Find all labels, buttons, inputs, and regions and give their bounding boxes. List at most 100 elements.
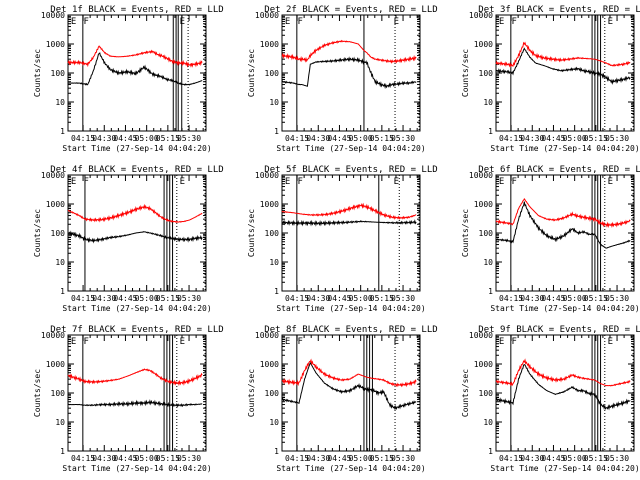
x-tick-label: 04:30 [520,294,544,303]
x-tick-label: 05:30 [391,454,415,463]
x-tick-label: 04:15 [499,134,523,143]
interval-marker: F [84,177,89,187]
x-tick-label: 04:15 [71,134,95,143]
interval-marker: E [71,337,76,347]
x-tick-label: 04:45 [327,454,351,463]
panel-det-8: Det 8f BLACK = Events, RED = LLD 1 10 100 10… [247,325,438,473]
plot-frame [495,334,635,452]
x-tick-label: 05:00 [563,294,587,303]
x-tick-label: 04:45 [541,454,565,463]
x-tick-label: 04:30 [92,294,116,303]
y-tick-label: 1000 [260,40,279,49]
x-tick-label: 05:30 [391,134,415,143]
panel-title: Det 2f BLACK = Events, RED = LLD [264,5,437,15]
interval-marker: F [512,337,517,347]
interval-marker: E [608,337,613,347]
interval-marker: E [180,177,185,187]
x-axis-label: Start Time (27-Sep-14 04:04:20) [490,144,639,153]
lld-series-line [67,45,203,68]
x-tick-label: 05:30 [177,134,201,143]
interval-marker: F [298,17,303,27]
y-tick-label: 1000 [46,200,65,209]
x-tick-label: 04:30 [306,294,330,303]
y-tick-label: 1000 [46,40,65,49]
interval-marker: E [499,177,504,187]
interval-marker: E [394,177,399,187]
x-tick-label: 05:30 [177,454,201,463]
y-tick-label: 1 [60,287,65,296]
x-tick-label: 04:15 [499,294,523,303]
interval-marker: E [71,177,76,187]
events-series-line [495,47,631,85]
x-tick-label: 04:45 [327,134,351,143]
y-tick-label: 10 [55,98,65,107]
y-tick-label: 100 [479,389,494,398]
y-tick-label: 1 [488,447,493,456]
interval-marker: E [394,337,399,347]
x-tick-label: 04:15 [285,454,309,463]
x-tick-label: 04:15 [285,134,309,143]
x-tick-label: 04:30 [92,454,116,463]
y-axis-label: Counts/sec [247,209,256,257]
y-tick-label: 1000 [474,200,493,209]
x-tick-label: 04:45 [327,294,351,303]
y-tick-label: 10 [55,418,65,427]
x-axis-label: Start Time (27-Sep-14 04:04:20) [490,464,639,473]
panel-det-4: Det 4f BLACK = Events, RED = LLD 1 10 100 10… [33,165,224,313]
interval-marker: E [285,337,290,347]
y-tick-label: 10 [269,258,279,267]
y-tick-label: 100 [51,69,66,78]
y-tick-label: 1000 [474,40,493,49]
y-tick-label: 10000 [41,331,65,340]
y-tick-label: 1 [488,287,493,296]
lld-series-line [495,197,631,229]
interval-marker: E [180,17,185,27]
y-tick-label: 10 [269,98,279,107]
x-tick-label: 04:30 [520,134,544,143]
x-tick-label: 04:45 [113,134,137,143]
y-tick-label: 10 [483,258,493,267]
interval-marker: E [285,17,290,27]
interval-marker: E [394,17,399,27]
y-tick-label: 10000 [255,331,279,340]
x-tick-label: 05:15 [584,134,608,143]
y-tick-label: 10000 [41,171,65,180]
x-tick-label: 05:15 [370,454,394,463]
x-axis-label: Start Time (27-Sep-14 04:04:20) [276,144,425,153]
x-tick-label: 05:00 [563,134,587,143]
y-tick-label: 100 [265,229,280,238]
x-tick-label: 04:15 [499,454,523,463]
x-tick-label: 05:00 [135,454,159,463]
panel-title: Det 1f BLACK = Events, RED = LLD [50,5,223,15]
interval-marker: E [71,17,76,27]
events-series-line [495,201,631,249]
x-tick-label: 04:30 [306,134,330,143]
panel-title: Det 3f BLACK = Events, RED = LLD [478,5,640,15]
x-tick-label: 05:30 [605,294,629,303]
x-tick-label: 05:15 [156,134,180,143]
x-tick-label: 05:15 [156,294,180,303]
x-tick-label: 05:30 [605,454,629,463]
x-tick-label: 05:30 [177,294,201,303]
lld-series-line [67,203,203,224]
panel-det-6: Det 6f BLACK = Events, RED = LLD 1 10 100 10… [461,165,640,313]
y-tick-label: 1 [274,127,279,136]
plot-frame [495,14,635,132]
x-tick-label: 05:30 [605,134,629,143]
y-tick-label: 100 [51,389,66,398]
panel-det-3: Det 3f BLACK = Events, RED = LLD 1 10 100 10… [461,5,640,153]
x-tick-label: 04:15 [285,294,309,303]
events-series-line [495,363,631,411]
y-tick-label: 10 [483,418,493,427]
x-tick-label: 05:00 [135,134,159,143]
y-tick-label: 10000 [469,171,493,180]
panel-title: Det 8f BLACK = Events, RED = LLD [264,325,437,335]
y-tick-label: 1 [488,127,493,136]
x-tick-label: 04:30 [92,134,116,143]
y-tick-label: 10 [269,418,279,427]
y-tick-label: 100 [265,69,280,78]
x-tick-label: 05:15 [370,294,394,303]
interval-marker: E [608,177,613,187]
lld-series-line [495,358,631,387]
